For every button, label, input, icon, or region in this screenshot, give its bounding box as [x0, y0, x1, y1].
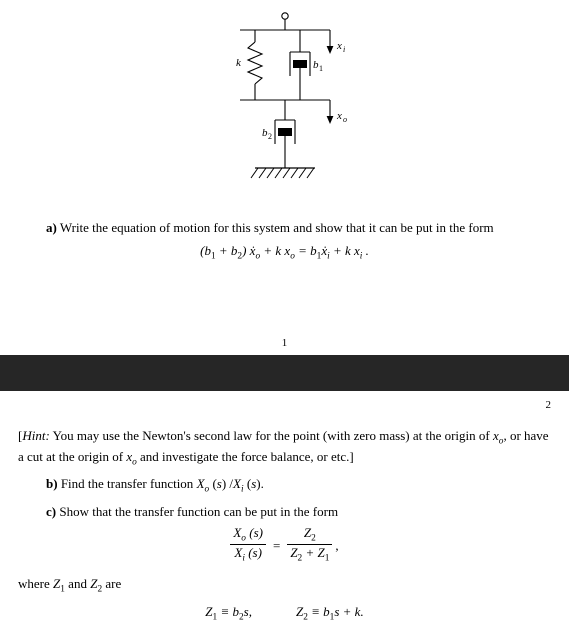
- svg-text:x: x: [336, 40, 342, 52]
- page-2: 2 [Hint: You may use the Newton's second…: [0, 391, 569, 637]
- equation-a: (b1 + b2) ẋo + k xo = b1ẋi + k xi .: [18, 243, 551, 262]
- page-1: x i k b 1 x o: [0, 0, 569, 355]
- tf-right: Z2 Z2 + Z1: [287, 526, 332, 565]
- svg-text:i: i: [343, 45, 345, 54]
- page-number-2: 2: [546, 399, 552, 411]
- z2-def: Z2 ≡ b1s + k.: [296, 604, 364, 623]
- svg-text:x: x: [336, 110, 342, 122]
- where-text: where Z1 and Z2 are: [18, 576, 121, 591]
- svg-text:k: k: [236, 57, 242, 69]
- z1-def: Z1 ≡ b2s,: [205, 604, 252, 623]
- hint: [Hint: You may use the Newton's second l…: [18, 427, 551, 469]
- part-c: c) Show that the transfer function can b…: [18, 503, 551, 521]
- part-b: b) Find the transfer function Xo (s) /Xi…: [18, 475, 551, 496]
- part-c-text: Show that the transfer function can be p…: [59, 504, 338, 519]
- svg-text:2: 2: [268, 132, 272, 141]
- svg-text:1: 1: [319, 64, 323, 73]
- hint-label: Hint:: [22, 428, 49, 443]
- hint-text: You may use the Newton's second law for …: [18, 428, 549, 464]
- part-c-label: c): [46, 504, 56, 519]
- part-a-text: Write the equation of motion for this sy…: [60, 220, 494, 235]
- system-diagram: x i k b 1 x o: [18, 8, 551, 207]
- equation-c: Xo (s) Xi (s) = Z2 Z2 + Z1 ,: [18, 526, 551, 565]
- svg-text:o: o: [343, 115, 347, 124]
- page-number-1: 1: [0, 337, 569, 349]
- page-separator: [0, 355, 569, 391]
- part-b-label: b): [46, 476, 58, 491]
- tf-left: Xo (s) Xi (s): [230, 526, 266, 565]
- part-a: a) Write the equation of motion for this…: [18, 219, 551, 237]
- part-a-label: a): [46, 220, 57, 235]
- z-definitions: Z1 ≡ b2s, Z2 ≡ b1s + k.: [18, 604, 551, 623]
- where-line: where Z1 and Z2 are: [18, 575, 551, 596]
- part-b-text: Find the transfer function Xo (s) /Xi (s…: [61, 476, 264, 491]
